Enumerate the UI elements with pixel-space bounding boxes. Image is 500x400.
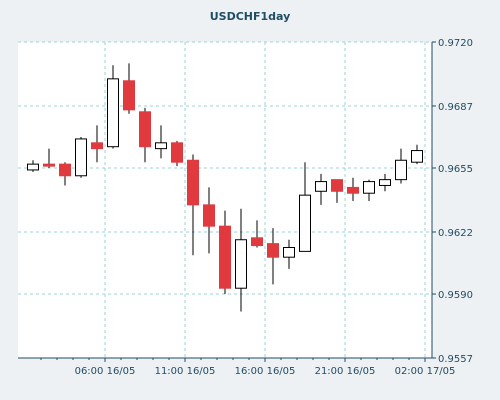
candle — [203, 187, 215, 254]
x-tick-label: 06:00 16/05 — [75, 366, 136, 377]
x-tick-label: 02:00 17/05 — [395, 366, 456, 377]
candle — [91, 125, 103, 163]
candle — [395, 148, 407, 184]
candle-body-down — [91, 142, 103, 150]
x-tick-label: 16:00 16/05 — [235, 366, 296, 377]
y-tick-label: 0.9622 — [438, 228, 473, 239]
candle — [155, 125, 167, 159]
candle-body-up — [395, 159, 407, 181]
candle-body-up — [299, 194, 311, 252]
y-tick-label: 0.9687 — [438, 102, 473, 113]
axes — [18, 42, 433, 359]
candle-body-up — [315, 181, 327, 192]
candle — [363, 179, 375, 201]
candle-body-up — [379, 179, 391, 186]
x-tick-label: 11:00 16/05 — [155, 366, 216, 377]
candle-body-up — [283, 246, 295, 258]
candle-body-down — [123, 80, 135, 111]
y-axis-ticks: 0.9720 0.9687 0.9655 0.9622 0.9590 0.9557 — [432, 38, 473, 365]
candle — [251, 220, 263, 248]
candle — [347, 177, 359, 201]
x-tick-label: 21:00 16/05 — [315, 366, 376, 377]
candle — [235, 208, 247, 312]
candle — [219, 210, 231, 295]
candle-body-up — [235, 239, 247, 289]
candle — [299, 162, 311, 252]
y-tick-label: 0.9655 — [438, 164, 473, 175]
candle-body-up — [411, 150, 423, 163]
candle — [171, 140, 183, 167]
candle-body-down — [203, 204, 215, 227]
y-tick-label: 0.9557 — [438, 354, 473, 365]
y-tick-label: 0.9590 — [438, 290, 473, 301]
candle-body-down — [171, 142, 183, 163]
y-tick-label: 0.9720 — [438, 38, 473, 49]
candle — [27, 160, 39, 172]
plot-area — [18, 42, 432, 358]
candle — [75, 136, 87, 178]
candle-body-up — [107, 78, 119, 148]
candle — [123, 63, 135, 114]
candle — [59, 162, 71, 186]
candle-body-down — [219, 225, 231, 289]
candle-body-down — [43, 163, 55, 167]
candle — [107, 65, 119, 149]
candle-body-up — [27, 163, 39, 171]
x-axis-ticks: 06:00 16/05 11:00 16/05 16:00 16/05 21:00 1… — [40, 358, 456, 377]
chart-title: USDCHF1day — [209, 10, 291, 23]
candle-body-up — [155, 142, 167, 150]
candle-body-down — [187, 159, 199, 206]
candle — [267, 228, 279, 285]
candle — [187, 154, 199, 256]
candle-body-up — [363, 181, 375, 194]
candle-body-up — [75, 138, 87, 177]
candle — [283, 239, 295, 269]
candle-body-down — [267, 243, 279, 258]
candle — [43, 148, 55, 169]
candle — [379, 173, 391, 192]
candle-body-down — [331, 179, 343, 192]
candle-body-down — [59, 163, 71, 177]
candle-body-down — [251, 237, 263, 247]
candle — [315, 173, 327, 205]
candle — [331, 179, 343, 203]
candle — [411, 144, 423, 165]
candles — [27, 63, 423, 312]
candle-body-down — [139, 111, 151, 148]
candle — [139, 107, 151, 163]
candle-body-down — [347, 186, 359, 194]
